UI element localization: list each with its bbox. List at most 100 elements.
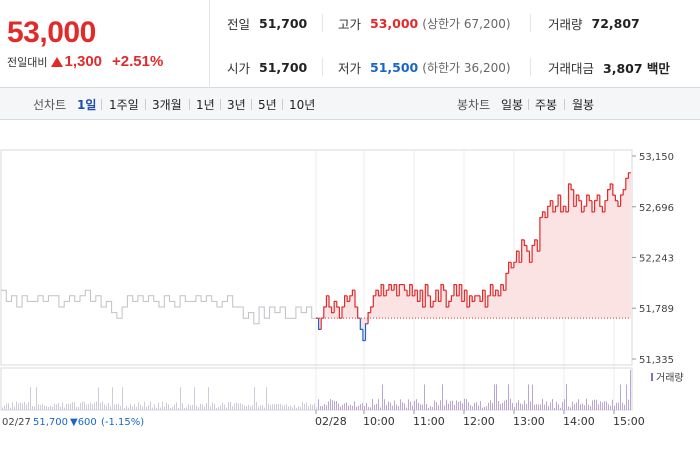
volume-bar — [462, 403, 463, 410]
volume-bar — [68, 403, 69, 410]
today-line-segment — [349, 295, 353, 302]
volume-bar — [572, 401, 573, 410]
volume-bar — [28, 402, 29, 410]
volume-bar — [494, 384, 495, 410]
volume-bar — [336, 401, 337, 410]
volume-bar — [558, 404, 559, 410]
volume-bar — [64, 407, 65, 410]
today-line-segment — [429, 295, 434, 308]
volume-bar — [578, 399, 579, 410]
volume-bar — [202, 404, 203, 410]
volume-bar — [196, 405, 197, 410]
volume-bar — [446, 399, 447, 410]
volume-bar — [478, 405, 479, 410]
y-axis: 53,150 52,696 52,243 51,789 51,335 — [632, 152, 674, 366]
volume-bar — [166, 402, 167, 410]
volume-bar — [354, 401, 355, 410]
volume-bar — [72, 402, 73, 410]
stat-sub: (상한가 67,200) — [422, 17, 511, 31]
volume-bar — [32, 406, 33, 410]
volume-bar — [364, 405, 365, 410]
volume-bar — [476, 402, 477, 410]
today-line-segment — [622, 189, 626, 196]
candle-tab-monthly[interactable]: 월봉 — [572, 98, 595, 112]
change-rate: +2.51% — [112, 53, 164, 70]
volume-bar — [526, 403, 527, 410]
y-tick-label: 52,243 — [639, 253, 674, 264]
volume-bar — [586, 398, 587, 410]
volume-bar — [524, 400, 525, 410]
volume-bar — [328, 401, 329, 410]
volume-bar — [48, 407, 49, 410]
volume-bar — [424, 384, 425, 410]
volume-bar — [400, 399, 401, 410]
period-tab-10y[interactable]: 10년 — [289, 98, 316, 112]
volume-bar — [340, 406, 341, 410]
volume-bar — [54, 403, 55, 410]
today-line-segment — [338, 307, 342, 319]
volume-bar — [376, 403, 377, 410]
period-tab-1w[interactable]: 1주일 — [109, 98, 139, 112]
volume-bar — [98, 387, 99, 410]
candle-chart-label: 봉차트 — [457, 98, 491, 112]
volume-bar — [158, 402, 159, 410]
volume-bar — [488, 402, 489, 410]
volume-bar — [268, 403, 269, 410]
period-tab-1y[interactable]: 1년 — [196, 98, 215, 112]
volume-bar — [610, 405, 611, 410]
volume-bar — [530, 401, 531, 410]
volume-bar — [214, 403, 215, 410]
volume-bar — [392, 405, 393, 410]
current-price: 53,000 — [7, 16, 96, 49]
volume-bar — [396, 404, 397, 410]
volume-bar — [614, 405, 615, 410]
period-tab-3y[interactable]: 3년 — [227, 98, 246, 112]
today-line-segment — [495, 289, 499, 296]
volume-bar — [14, 406, 15, 410]
volume-bar — [78, 406, 79, 410]
volume-bar — [562, 402, 563, 410]
volume-bar — [580, 404, 581, 410]
volume-bar — [314, 403, 315, 410]
volume-bar — [204, 407, 205, 410]
volume-bar — [302, 401, 303, 410]
volume-bar — [360, 404, 361, 410]
volume-bar — [256, 401, 257, 410]
candle-tab-daily[interactable]: 일봉 — [501, 98, 524, 112]
volume-bar — [236, 402, 237, 410]
today-line-segment — [474, 295, 478, 302]
volume-bar — [324, 403, 325, 410]
candle-tab-weekly[interactable]: 주봉 — [535, 98, 558, 112]
divider — [282, 99, 283, 110]
today-line-segment — [513, 261, 517, 268]
today-line-segment — [372, 295, 376, 307]
today-line-segment — [370, 306, 374, 313]
volume-bar — [282, 405, 283, 410]
volume-bar — [596, 399, 597, 410]
period-tab-1d[interactable]: 1일 — [77, 98, 97, 112]
volume-bar — [134, 404, 135, 410]
y-tick-label: 51,335 — [639, 355, 674, 366]
period-tab-3m[interactable]: 3개월 — [152, 98, 182, 112]
volume-bar — [66, 403, 67, 410]
volume-legend-swatch — [651, 373, 653, 381]
x-tick-label: 11:00 — [413, 415, 445, 428]
volume-bar — [408, 399, 409, 410]
today-line-segment — [541, 211, 546, 218]
volume-bar — [264, 407, 265, 410]
volume-bar — [170, 407, 171, 410]
volume-bar — [280, 403, 281, 410]
volume-bars — [2, 370, 631, 410]
volume-bar — [416, 399, 417, 410]
previous-day-line — [1, 289, 317, 325]
today-line-segment — [398, 284, 402, 296]
volume-bar — [276, 404, 277, 410]
volume-bar — [532, 384, 533, 410]
volume-bar — [378, 399, 379, 410]
today-line-segment — [523, 239, 527, 247]
volume-bar — [382, 384, 383, 410]
volume-bar — [394, 400, 395, 410]
period-tab-5y[interactable]: 5년 — [258, 98, 277, 112]
intraday-chart[interactable]: 53,150 52,696 52,243 51,789 51,335 거래량 02/28… — [0, 120, 700, 450]
today-line-segment — [565, 206, 569, 213]
